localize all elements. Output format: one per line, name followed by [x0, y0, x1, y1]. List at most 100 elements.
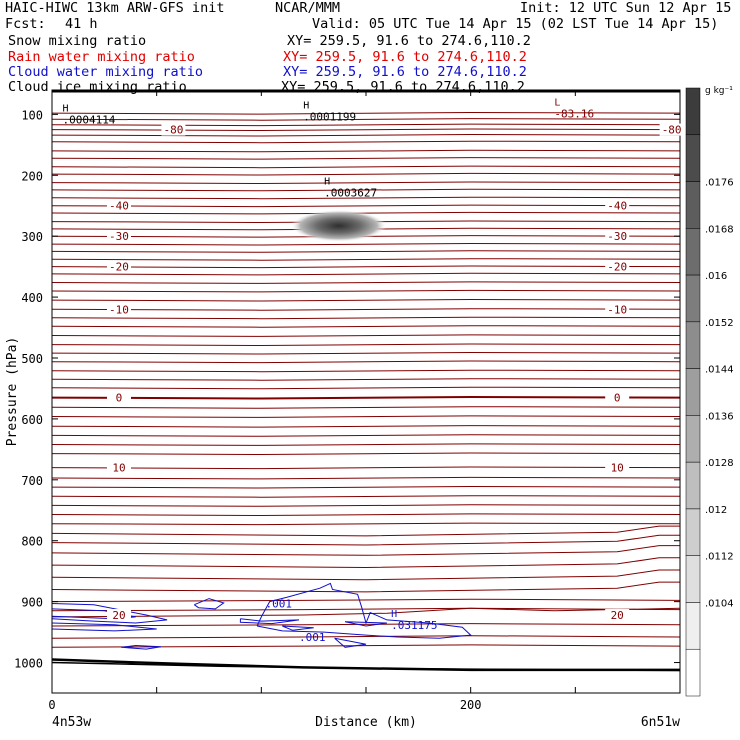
isotherm-line: [51, 165, 681, 169]
isotherm-label-bg: [605, 391, 630, 404]
isotherm-line: [51, 581, 680, 593]
y-tick-label: 400: [21, 291, 43, 305]
isotherm-line: [51, 504, 681, 507]
isotherm-line: [51, 123, 681, 127]
isotherm-line: [51, 196, 681, 200]
isotherm-line: [51, 334, 681, 337]
isotherm-line: [51, 360, 681, 364]
colorbar-segment: [685, 228, 701, 276]
y-tick-label: 200: [21, 169, 43, 183]
isotherm-line: [51, 258, 681, 261]
isotherm-line: [51, 569, 680, 581]
colorbar-segment: [685, 415, 701, 463]
cloud-water-contour: [344, 621, 387, 627]
isotherm-line: [51, 644, 681, 648]
isotherm-line: [51, 298, 681, 302]
isotherm-line-labeled: [51, 466, 681, 470]
snow-maximum-shading: [290, 209, 387, 242]
isotherm-label-bg: [605, 461, 630, 474]
isotherm-line: [51, 157, 681, 160]
isotherm-label-bg: [605, 230, 630, 243]
isotherm-label: -40: [109, 200, 129, 213]
extremum-marker: H: [62, 104, 68, 115]
isotherm-line-labeled: [51, 308, 681, 311]
snow-shading-group: [290, 209, 387, 242]
isotherm-label: 20: [611, 609, 624, 622]
field-xy-cloud-water: XY= 259.5, 91.6 to 274.6,110.2: [283, 64, 527, 80]
isotherm-line-labeled: [51, 607, 681, 618]
colorbar-label: .016: [705, 271, 727, 282]
isotherm-line: [51, 133, 681, 137]
isotherm-label: -80: [662, 124, 682, 137]
extremum-value: .0004114: [62, 114, 115, 127]
isotherm-line: [51, 351, 681, 355]
isotherm-line: [51, 181, 681, 185]
field-xy-cloud-ice: XY= 259.5, 91.6 to 274.6,110.2: [281, 79, 525, 95]
isotherm-label: -10: [109, 303, 129, 316]
y-axis-label: Pressure (hPa): [5, 337, 20, 447]
colorbar-label: .0168: [705, 224, 734, 235]
colorbar-segment: [685, 134, 701, 182]
field-name-rain: Rain water mixing ratio: [8, 49, 195, 65]
isotherm-line: [51, 485, 681, 489]
colorbar-segment: [685, 602, 701, 650]
y-tick-label: 1000: [14, 657, 43, 671]
isotherm-line: [51, 415, 681, 418]
plot-frame: [51, 89, 681, 694]
y-tick-label: 900: [21, 596, 43, 610]
isotherm-label: 10: [611, 462, 624, 475]
colorbar-segment: [685, 508, 701, 556]
isotherm-line: [51, 534, 680, 546]
isotherm-label-bg: [659, 123, 684, 136]
colorbar-label: .0112: [705, 552, 734, 563]
valid-time: Valid: 05 UTC Tue 14 Apr 15 (02 LST Tue …: [312, 16, 719, 32]
colorbar-segment: [685, 321, 701, 369]
colorbar-segment: [685, 181, 701, 229]
colorbar-segment: [685, 555, 701, 603]
isotherm-label: -30: [607, 230, 627, 243]
isotherm-label-bg: [605, 609, 630, 622]
cloud-water-contour: [194, 598, 225, 610]
right-endpoint-label: 6n51w: [641, 715, 680, 730]
isotherm-label-bg: [106, 230, 131, 243]
isotherm-line: [51, 557, 680, 569]
colorbar-label: .0104: [705, 598, 734, 609]
colorbar-segment: [685, 368, 701, 416]
extremum-value: .0001199: [303, 110, 356, 123]
isotherm-line: [51, 495, 681, 498]
cloud-water-contour: [256, 582, 472, 639]
isotherm-label-bg: [605, 303, 630, 316]
colorbar-segment: [685, 461, 701, 510]
colorbar-label: .0152: [705, 318, 734, 329]
isotherm-label-bg: [106, 609, 131, 622]
annotation-group: -80 -80 -40 -40 -30 -30 -20 -20 -10 -10 0 0 10 10 20 20…: [62, 97, 684, 644]
isotherm-label-bg: [605, 260, 630, 273]
isotherm-label-bg: [605, 199, 630, 212]
isotherm-line: [51, 378, 681, 381]
isotherm-label: 20: [112, 609, 125, 622]
left-endpoint-label: 4n53w: [52, 715, 91, 730]
cloud-water-contour: [239, 618, 300, 625]
colorbar-group: g kg⁻¹ .0176 .0168 .016 .0152 .0144 .0136 .0128…: [685, 86, 734, 697]
isotherm-line: [51, 140, 681, 144]
isotherm-line: [51, 289, 681, 293]
y-tick-label: 700: [21, 474, 43, 488]
colorbar-label: .0144: [705, 365, 734, 376]
isotherm-line: [51, 281, 681, 284]
colorbar-label: .0136: [705, 411, 734, 422]
isotherm-label-bg: [106, 260, 131, 273]
x-axis-label: Distance (km): [315, 715, 417, 730]
cloud-water-contour: [51, 608, 136, 620]
field-xy-snow: XY= 259.5, 91.6 to 274.6,110.2: [287, 33, 531, 49]
extremum-value: .0003627: [324, 187, 377, 200]
isotherm-line: [51, 513, 681, 517]
forecast-hour: 41 h: [65, 16, 98, 32]
isotherm-line: [51, 522, 681, 526]
isotherm-line: [51, 111, 681, 115]
isotherm-line: [51, 188, 681, 192]
isotherm-label-bg: [161, 123, 186, 136]
isotherm-line: [51, 525, 680, 537]
colorbar-label: .0176: [705, 178, 734, 189]
